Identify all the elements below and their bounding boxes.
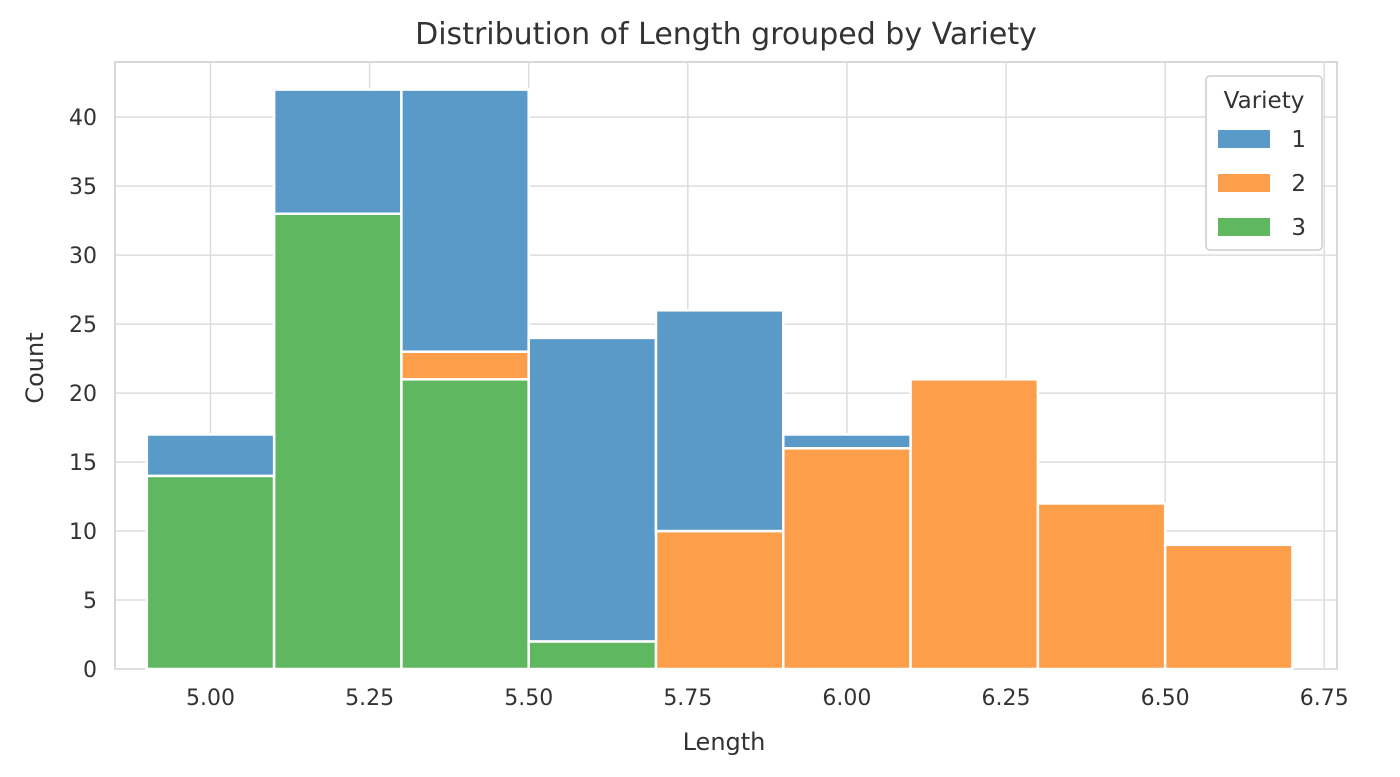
y-axis-label: Count (21, 332, 49, 403)
legend-swatch-3 (1218, 218, 1270, 236)
legend: Variety 1 2 3 (1205, 75, 1323, 251)
bar-variety-1-bin-4 (527, 336, 658, 643)
legend-label-1: 1 (1291, 127, 1306, 153)
y-tick-label: 20 (69, 382, 97, 407)
y-tick-label: 40 (69, 106, 97, 131)
chart-title: Distribution of Length grouped by Variet… (415, 17, 1037, 52)
x-tick-label: 6.75 (1300, 686, 1349, 711)
y-tick-label: 15 (69, 451, 97, 476)
bar-variety-2-bin-8 (1036, 502, 1167, 671)
legend-box (1205, 75, 1323, 251)
x-axis-ticks: 5.00 5.25 5.50 5.75 6.00 6.25 6.50 6.75 (186, 686, 1349, 711)
x-tick-label: 5.00 (186, 686, 235, 711)
bar-variety-3-bin-2 (272, 212, 403, 671)
bar-variety-1-bin-5 (654, 309, 785, 533)
legend-label-3: 3 (1291, 215, 1306, 241)
x-tick-label: 5.50 (504, 686, 553, 711)
bar-variety-2-bin-7 (909, 378, 1040, 671)
legend-swatch-1 (1218, 130, 1270, 148)
y-tick-label: 30 (69, 244, 97, 269)
bar-variety-2-bin-5 (654, 529, 785, 671)
legend-items: 1 2 3 (1218, 127, 1306, 241)
bar-variety-1-bin-3 (400, 88, 530, 353)
bar-variety-3-bin-3 (400, 378, 530, 671)
y-tick-label: 10 (69, 520, 97, 545)
legend-swatch-2 (1218, 174, 1270, 192)
x-tick-label: 5.75 (663, 686, 712, 711)
x-tick-label: 5.25 (345, 686, 394, 711)
y-tick-label: 35 (69, 175, 97, 200)
bar-variety-3-bin-1 (145, 474, 276, 671)
x-tick-label: 6.50 (1141, 686, 1190, 711)
y-axis-ticks: 0 5 10 15 20 25 30 35 40 (69, 106, 97, 683)
x-tick-label: 6.00 (822, 686, 871, 711)
legend-title: Variety (1224, 88, 1305, 114)
bar-variety-3-bin-4 (527, 640, 658, 671)
bar-variety-1-bin-6 (782, 433, 912, 450)
x-axis-label: Length (683, 728, 766, 756)
bar-variety-2-bin-3 (400, 350, 530, 381)
bar-variety-1-bin-1 (145, 433, 276, 478)
bars (145, 88, 1294, 671)
y-tick-label: 5 (83, 589, 97, 614)
y-tick-label: 0 (83, 658, 97, 683)
x-tick-label: 6.25 (982, 686, 1031, 711)
y-tick-label: 25 (69, 313, 97, 338)
bar-variety-1-bin-2 (272, 88, 403, 215)
plot-area (114, 61, 1338, 671)
bar-variety-2-bin-9 (1163, 543, 1294, 671)
legend-label-2: 2 (1291, 171, 1306, 197)
bar-variety-2-bin-6 (782, 447, 912, 671)
